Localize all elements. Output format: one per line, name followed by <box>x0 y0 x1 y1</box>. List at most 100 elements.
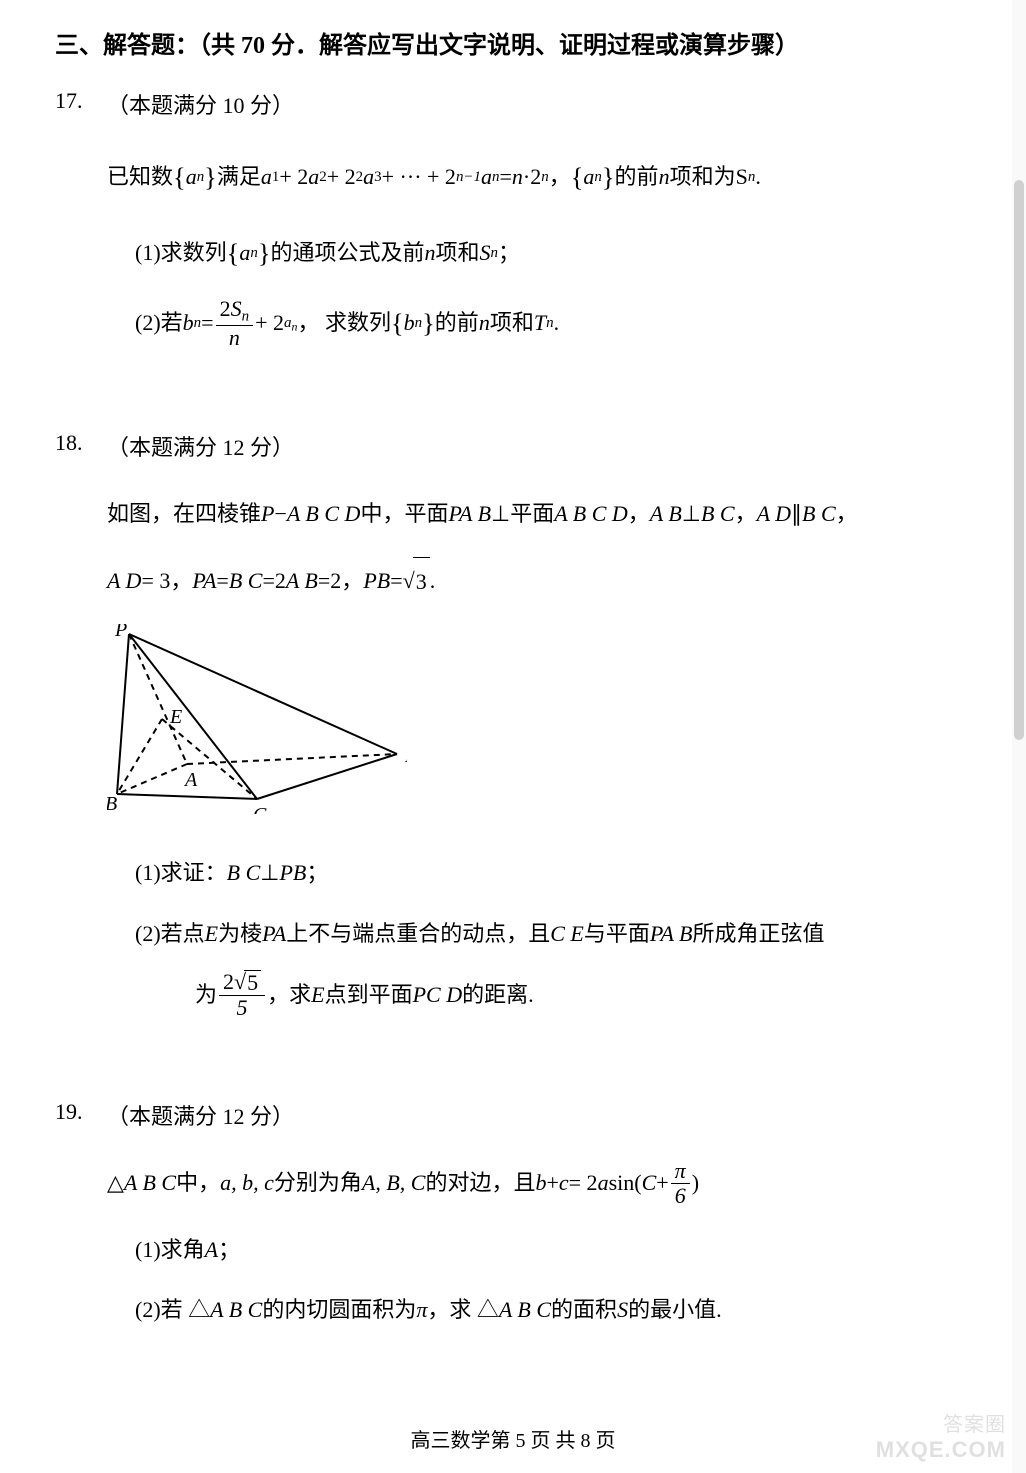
eq: = <box>318 557 330 605</box>
lbrace: { <box>173 148 186 206</box>
svg-text:P: P <box>114 624 127 641</box>
tri: △ <box>107 1159 124 1207</box>
watermark: 答案圈 MXQE.COM <box>876 1408 1006 1463</box>
plus: + <box>546 1159 558 1207</box>
t: ， 求数列 <box>297 299 391 347</box>
P: P <box>261 490 274 538</box>
eq: = <box>499 153 511 201</box>
AD: A D <box>107 557 141 605</box>
q19-line1: △ A B C 中， a, b, c 分别为角 A, B, C 的对边，且 b … <box>107 1159 971 1208</box>
q17-intro: 已知数 { an } 满足 a1 + 2 a2 + 22 a3 + ··· + … <box>107 148 971 206</box>
plus: + <box>656 1159 668 1207</box>
t: 中，平面 <box>360 490 448 538</box>
six: 6 <box>671 1184 690 1208</box>
T: T <box>534 299 546 347</box>
t: 分别为角 <box>274 1159 362 1207</box>
sn: n <box>415 307 422 340</box>
svg-text:B: B <box>107 793 117 814</box>
PA: PA <box>262 910 286 958</box>
t: 若 △ <box>161 1286 211 1334</box>
label: (1) <box>135 849 161 897</box>
t: 所成角正弦值 <box>692 910 824 958</box>
label: (2) <box>135 299 161 347</box>
S: S <box>617 1286 628 1334</box>
PB: PB <box>279 849 306 897</box>
q18-diagram: PBACDE <box>107 624 971 831</box>
pyramid-diagram: PBACDE <box>107 624 407 814</box>
label: (1) <box>135 1226 161 1274</box>
q18-line1: 如图，在四棱锥 P − A B C D 中，平面 PA B ⊥ 平面 A B C… <box>107 490 971 538</box>
lb: { <box>391 294 404 352</box>
q19-sub2: (2) 若 △ A B C 的内切圆面积为 π ，求 △ A B C 的面积 S… <box>107 1286 971 1334</box>
n: n <box>659 153 670 201</box>
subn: n <box>492 161 499 194</box>
scrollbar-thumb[interactable] <box>1014 180 1024 740</box>
rb: } <box>422 294 435 352</box>
C: C <box>642 1159 657 1207</box>
a2: a <box>308 153 319 201</box>
sqrt5: √5 <box>234 970 261 995</box>
sub2: 2 <box>319 161 326 194</box>
PAB: PA B <box>650 910 693 958</box>
text: 满足 <box>217 153 261 201</box>
sub1: 1 <box>272 161 279 194</box>
ABCD: A B C D <box>287 490 361 538</box>
an: a <box>481 153 492 201</box>
t: + 2 <box>327 153 356 201</box>
AB: A B <box>650 490 682 538</box>
q19-header: （本题满分 12 分） <box>107 1099 294 1131</box>
two: 2 <box>330 557 341 605</box>
c: ， <box>341 557 363 605</box>
PB: PB <box>363 557 390 605</box>
perp: ⊥ <box>491 490 510 538</box>
t: ； <box>498 229 520 277</box>
t: 求数列 <box>161 229 227 277</box>
t: 若 <box>161 299 183 347</box>
PCD: PC D <box>413 971 463 1019</box>
ABC: A B C <box>499 1286 551 1334</box>
fraction-2Sn-over-n: 2Sn n <box>216 297 253 350</box>
sup2: 2 <box>356 161 363 194</box>
a3: a <box>363 153 374 201</box>
problem-17: 17. （本题满分 10 分） 已知数 { an } 满足 a1 + 2 a2 … <box>55 88 971 352</box>
n: n <box>479 299 490 347</box>
pi: π <box>671 1159 690 1184</box>
t: 上不与端点重合的动点，且 <box>286 910 550 958</box>
dash: − <box>274 490 286 538</box>
svg-text:C: C <box>253 804 267 814</box>
three: 3 <box>413 557 430 606</box>
t: 平面 <box>510 490 554 538</box>
sn: n <box>242 308 249 324</box>
ABCD: A B C D <box>554 490 628 538</box>
scrollbar[interactable] <box>1012 0 1026 1473</box>
t: 为棱 <box>218 910 262 958</box>
text: 项和为 <box>670 153 736 201</box>
supn1: n−1 <box>456 161 481 194</box>
eq: = <box>262 557 274 605</box>
sub-n: n <box>197 161 204 194</box>
plus2: + 2 <box>255 299 284 347</box>
q17-header: （本题满分 10 分） <box>107 88 294 120</box>
b: b <box>183 299 194 347</box>
AD: A D <box>757 490 791 538</box>
t: ，求 <box>267 971 311 1019</box>
fraction-2sqrt5-over-5: 2√5 5 <box>219 970 265 1020</box>
two: 2 <box>223 969 234 994</box>
lb: { <box>227 224 240 282</box>
abc: a, b, c <box>220 1159 274 1207</box>
b: b <box>404 299 415 347</box>
eq: = <box>201 299 213 347</box>
n: n <box>512 153 523 201</box>
eq2: = 2 <box>569 1159 598 1207</box>
page-footer: 高三数学第 5 页 共 8 页 <box>0 1424 1026 1453</box>
b: b <box>535 1159 546 1207</box>
svg-text:D: D <box>404 745 407 767</box>
supn: n <box>541 161 548 194</box>
c: ， <box>628 490 650 538</box>
t: 项和 <box>436 229 480 277</box>
label: (1) <box>135 229 161 277</box>
q18-sub1: (1) 求证： B C ⊥ PB ； <box>107 849 971 897</box>
t: 求角 <box>161 1226 205 1274</box>
exam-page: 三、解答题：（共 70 分．解答应写出文字说明、证明过程或演算步骤） 17. （… <box>0 0 1026 1473</box>
sn: n <box>546 307 553 340</box>
